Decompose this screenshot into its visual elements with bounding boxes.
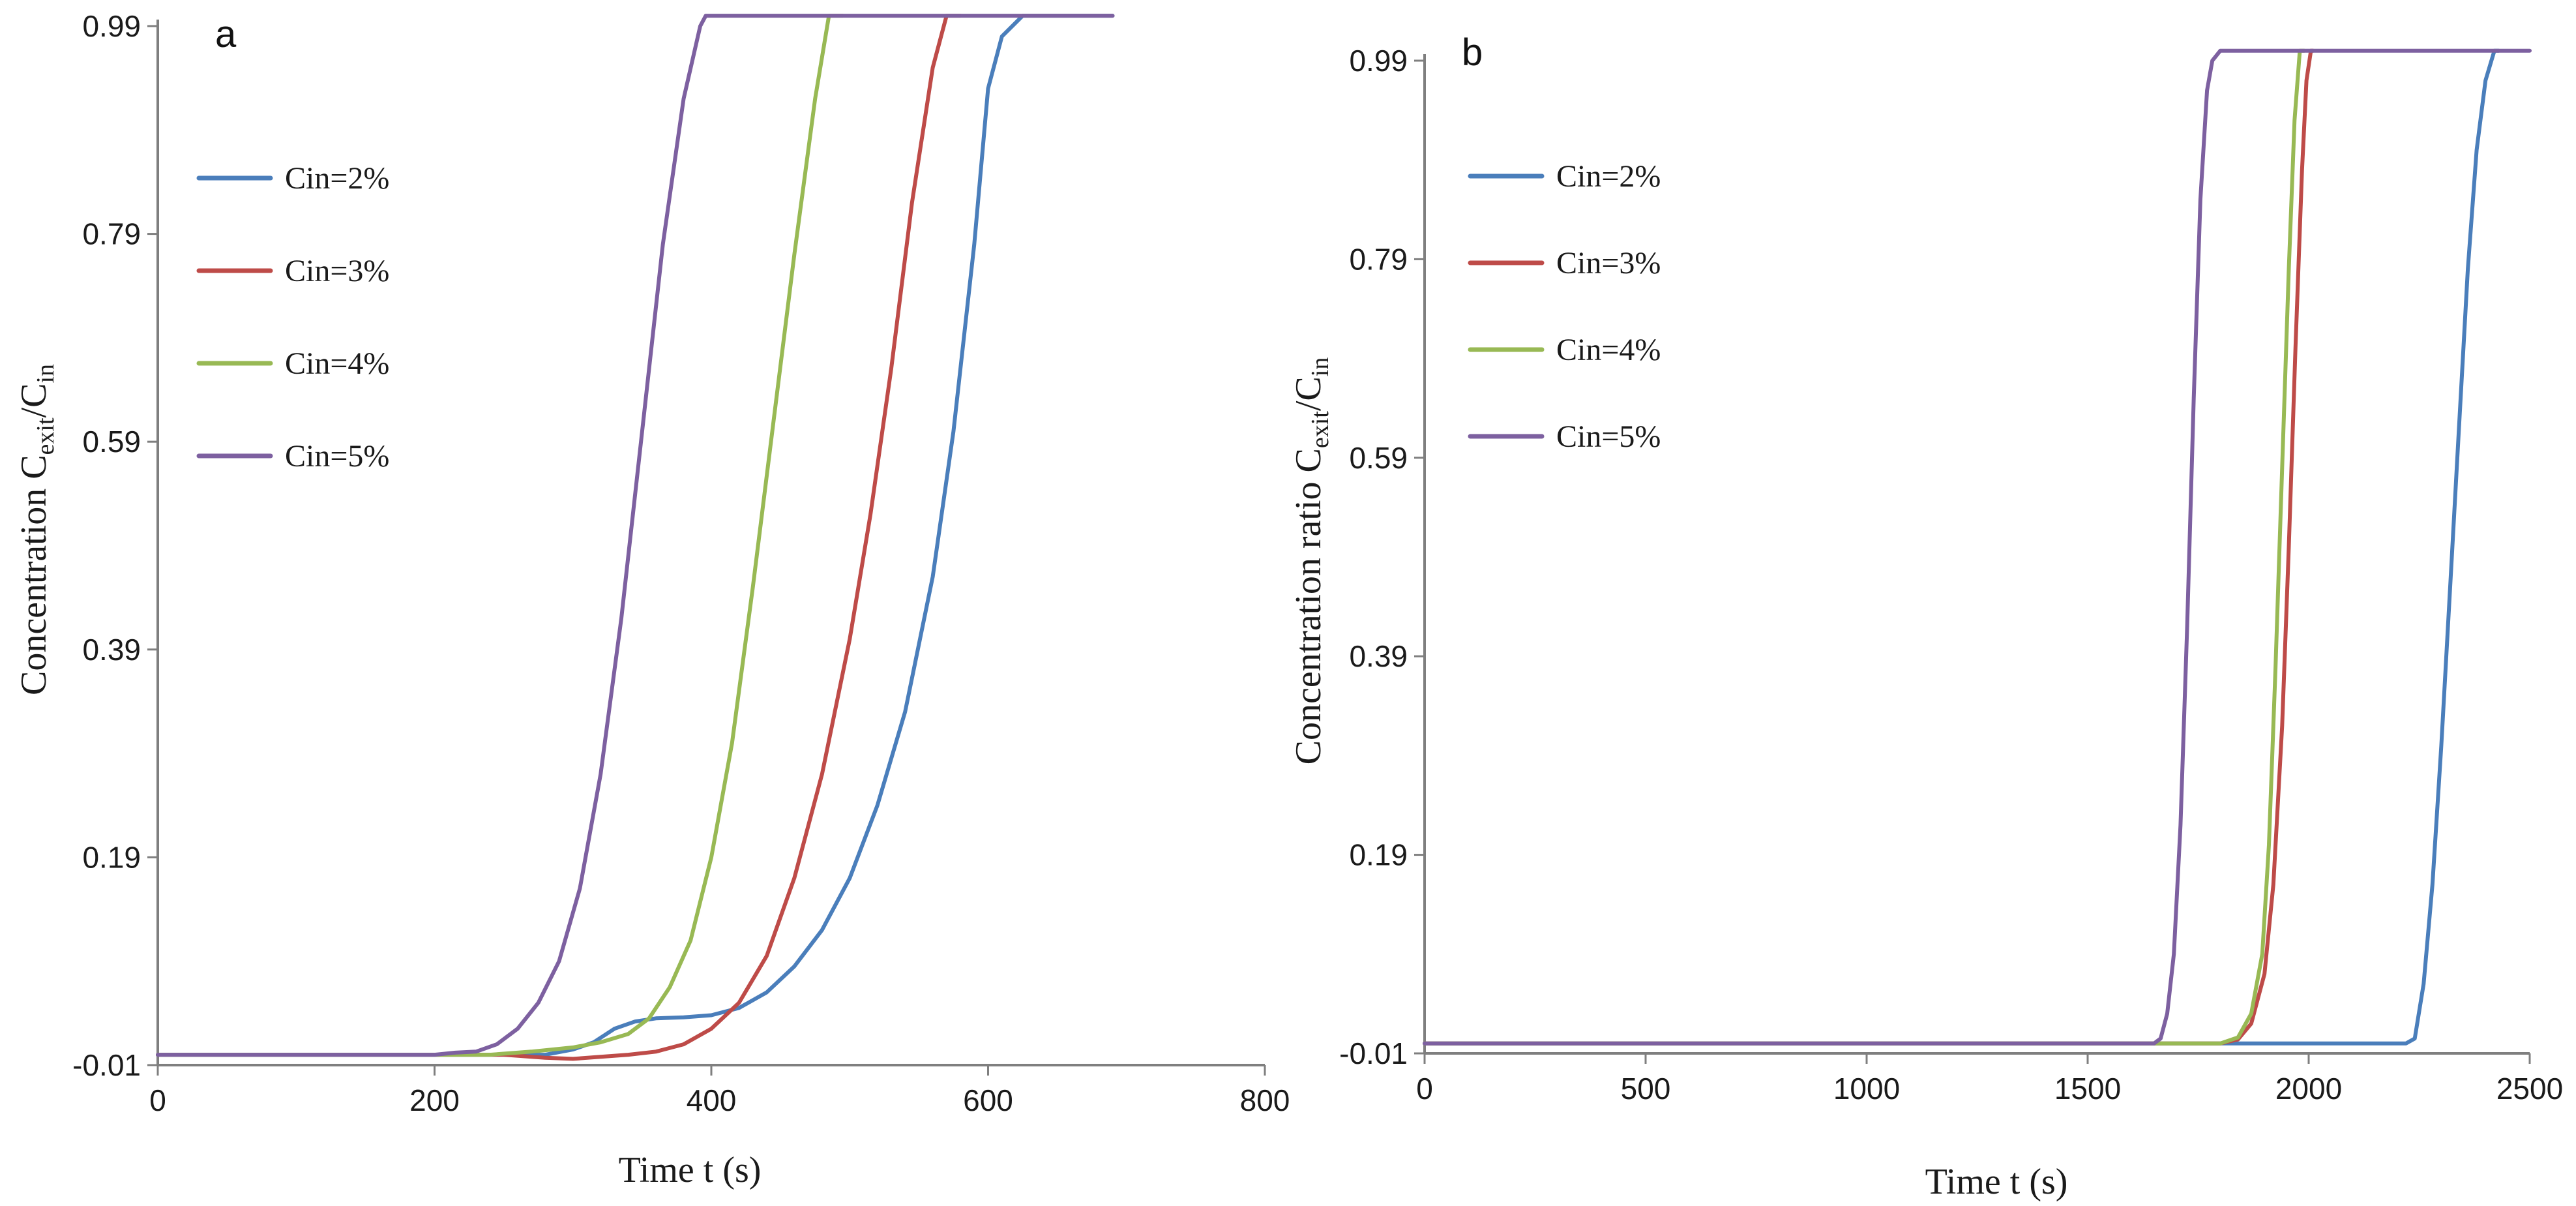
panel-b-label: b <box>1462 31 1483 74</box>
panel-b-y-title-sub-in: in <box>1307 357 1334 377</box>
panel-b-series-line-4 <box>1423 48 2532 1046</box>
panel-a-legend-label-1: Cin=2% <box>285 161 389 196</box>
panel-a-legend-label-4: Cin=5% <box>285 439 389 474</box>
panel-a-x-tick-label: 400 <box>687 1083 737 1117</box>
panel-a-x-tick-label: 800 <box>1240 1083 1290 1117</box>
panel-a-y-tick-label: 0.19 <box>82 840 141 874</box>
panel-b-y-tick-label: 0.79 <box>1349 242 1408 276</box>
panel-b-axes: -0.01 0.19 0.39 0.59 0.79 0.99 0 500 1000 1500 200… <box>1339 44 2563 1106</box>
panel-b-y-tick-label: -0.01 <box>1339 1036 1408 1070</box>
panel-b-legend: Cin=2% Cin=3% Cin=4% Cin=5% <box>1468 159 1661 454</box>
panel-b-series <box>1423 48 2532 1046</box>
panel-a-y-title-sub-exit: exit <box>32 417 59 455</box>
panel-b-legend-label-3: Cin=4% <box>1556 333 1661 367</box>
panel-a-x-tick-label: 0 <box>149 1083 166 1117</box>
panel-a-y-tick-label: 0.39 <box>82 633 141 667</box>
panel-a: a -0.01 0.19 0.39 0.59 0.79 0.99 0 200 400 600 800… <box>14 9 1290 1190</box>
panel-b-y-axis-title: Concentration ratio Cexit/Cin <box>1288 357 1334 765</box>
panel-a-series <box>156 14 1115 1061</box>
panel-b-x-tick-label: 0 <box>1416 1072 1433 1106</box>
panel-a-y-axis-title: Concentration Cexit/Cin <box>14 364 59 695</box>
panel-b-x-tick-label: 500 <box>1621 1072 1671 1106</box>
panel-a-y-title-main: Concentration C <box>14 455 54 695</box>
panel-b-y-title-sub-exit: exit <box>1307 411 1334 448</box>
panel-a-series-line-1 <box>156 14 1115 1057</box>
panel-a-x-axis-title: Time t (s) <box>619 1150 762 1190</box>
panel-b-legend-label-1: Cin=2% <box>1556 159 1661 194</box>
panel-a-y-tick-label: 0.59 <box>82 425 141 459</box>
panel-a-axes: -0.01 0.19 0.39 0.59 0.79 0.99 0 200 400 600 800 <box>72 9 1290 1117</box>
panel-b-x-tick-label: 1000 <box>1833 1072 1900 1106</box>
panel-b-x-tick-label: 2500 <box>2496 1072 2563 1106</box>
panel-b-y-tick-label: 0.19 <box>1349 838 1408 872</box>
panel-a-series-line-3 <box>156 14 845 1057</box>
panel-a-legend-label-2: Cin=3% <box>285 254 389 288</box>
panel-a-y-tick-label: 0.99 <box>82 9 141 43</box>
panel-b-y-title-main: Concentration ratio C <box>1288 448 1329 764</box>
panel-a-legend-label-3: Cin=4% <box>285 346 389 381</box>
panel-b-y-title-mid: /C <box>1288 376 1329 411</box>
panel-a-series-line-4 <box>156 14 1115 1057</box>
panel-b-x-tick-label: 2000 <box>2275 1072 2342 1106</box>
panel-b-legend-label-2: Cin=3% <box>1556 246 1661 280</box>
panel-b-series-line-3 <box>1423 48 2307 1046</box>
panel-a-y-title-sub-in: in <box>32 364 59 384</box>
panel-b-y-tick-label: 0.39 <box>1349 639 1408 673</box>
panel-b-x-tick-label: 1500 <box>2054 1072 2121 1106</box>
panel-a-label: a <box>215 13 237 55</box>
panel-a-y-tick-label: 0.79 <box>82 217 141 251</box>
panel-b-y-tick-label: 0.99 <box>1349 44 1408 78</box>
panel-a-legend: Cin=2% Cin=3% Cin=4% Cin=5% <box>196 161 389 474</box>
panel-a-y-title-mid: /C <box>14 384 54 418</box>
panel-b-x-axis-title: Time t (s) <box>1925 1162 2068 1202</box>
panel-a-y-tick-label: -0.01 <box>72 1048 141 1082</box>
panel-a-series-line-2 <box>156 14 962 1061</box>
panel-a-x-tick-label: 600 <box>963 1083 1013 1117</box>
panel-a-x-tick-label: 200 <box>409 1083 460 1117</box>
panel-b: b -0.01 0.19 0.39 0.59 0.79 0.99 0 500 1000 1500 2… <box>1288 31 2563 1202</box>
panel-b-y-tick-label: 0.59 <box>1349 441 1408 475</box>
panel-b-legend-label-4: Cin=5% <box>1556 419 1661 454</box>
panel-b-series-line-1 <box>1423 48 2501 1046</box>
